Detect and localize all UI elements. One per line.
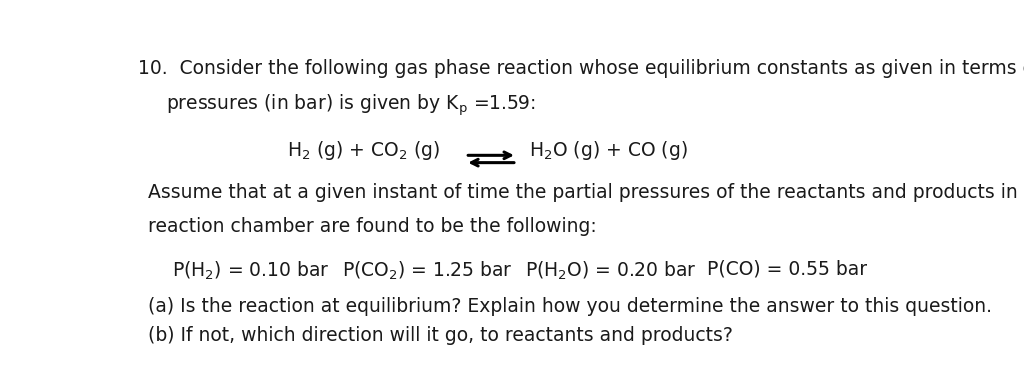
Text: pressures (in bar) is given by $\mathregular{K_p}$ =1.59:: pressures (in bar) is given by $\mathreg…: [166, 92, 536, 118]
Text: P($\mathregular{H_2O}$) = 0.20 bar: P($\mathregular{H_2O}$) = 0.20 bar: [524, 260, 696, 282]
Text: 10.  Consider the following gas phase reaction whose equilibrium constants as gi: 10. Consider the following gas phase rea…: [137, 59, 1024, 78]
Text: Assume that at a given instant of time the partial pressures of the reactants an: Assume that at a given instant of time t…: [147, 183, 1024, 202]
Text: P(CO) = 0.55 bar: P(CO) = 0.55 bar: [708, 260, 867, 279]
Text: (b) If not, which direction will it go, to reactants and products?: (b) If not, which direction will it go, …: [147, 326, 733, 345]
Text: P($\mathregular{H_2}$) = 0.10 bar: P($\mathregular{H_2}$) = 0.10 bar: [172, 260, 330, 282]
Text: reaction chamber are found to be the following:: reaction chamber are found to be the fol…: [147, 217, 597, 236]
Text: P($\mathregular{CO_2}$) = 1.25 bar: P($\mathregular{CO_2}$) = 1.25 bar: [342, 260, 513, 282]
Text: $\mathregular{H_2O}$ (g) + CO (g): $\mathregular{H_2O}$ (g) + CO (g): [528, 139, 687, 162]
Text: (a) Is the reaction at equilibrium? Explain how you determine the answer to this: (a) Is the reaction at equilibrium? Expl…: [147, 297, 992, 316]
Text: $\mathregular{H_2}$ (g) + $\mathregular{CO_2}$ (g): $\mathregular{H_2}$ (g) + $\mathregular{…: [287, 139, 440, 162]
